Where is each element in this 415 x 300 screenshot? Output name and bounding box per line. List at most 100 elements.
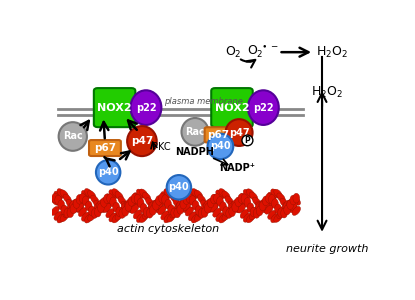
Ellipse shape xyxy=(249,211,258,220)
Ellipse shape xyxy=(152,200,159,210)
FancyBboxPatch shape xyxy=(205,127,231,142)
Ellipse shape xyxy=(182,201,190,210)
Ellipse shape xyxy=(70,204,77,214)
Ellipse shape xyxy=(247,214,255,223)
Ellipse shape xyxy=(194,212,203,221)
Ellipse shape xyxy=(90,207,99,216)
Ellipse shape xyxy=(293,193,300,203)
Ellipse shape xyxy=(283,200,291,209)
Ellipse shape xyxy=(63,208,71,217)
Ellipse shape xyxy=(97,204,105,213)
Ellipse shape xyxy=(58,200,65,210)
Text: p22: p22 xyxy=(253,103,273,112)
Ellipse shape xyxy=(81,190,90,200)
Ellipse shape xyxy=(149,206,156,215)
Ellipse shape xyxy=(200,200,209,209)
Ellipse shape xyxy=(149,200,157,209)
Ellipse shape xyxy=(54,191,62,200)
Ellipse shape xyxy=(198,208,206,217)
Ellipse shape xyxy=(134,194,141,204)
Ellipse shape xyxy=(82,196,89,206)
Ellipse shape xyxy=(176,200,184,209)
Ellipse shape xyxy=(54,212,62,220)
Ellipse shape xyxy=(280,198,288,207)
Ellipse shape xyxy=(76,202,84,212)
Ellipse shape xyxy=(217,196,223,206)
Ellipse shape xyxy=(127,202,136,211)
Ellipse shape xyxy=(100,198,107,207)
Ellipse shape xyxy=(278,208,284,218)
Text: p47: p47 xyxy=(131,136,153,146)
Ellipse shape xyxy=(177,205,184,214)
Ellipse shape xyxy=(195,206,202,215)
Ellipse shape xyxy=(274,189,282,198)
Ellipse shape xyxy=(128,196,135,206)
Ellipse shape xyxy=(72,203,81,212)
Ellipse shape xyxy=(79,194,86,203)
Ellipse shape xyxy=(213,194,221,203)
FancyBboxPatch shape xyxy=(89,140,121,156)
Ellipse shape xyxy=(161,192,169,201)
Ellipse shape xyxy=(124,199,132,208)
Ellipse shape xyxy=(194,190,203,199)
Ellipse shape xyxy=(103,199,111,208)
Ellipse shape xyxy=(73,199,80,208)
Ellipse shape xyxy=(57,214,66,223)
Ellipse shape xyxy=(204,199,212,208)
Ellipse shape xyxy=(201,208,208,217)
Ellipse shape xyxy=(115,191,123,200)
Ellipse shape xyxy=(122,206,129,216)
Ellipse shape xyxy=(188,212,197,221)
Ellipse shape xyxy=(185,207,194,216)
Ellipse shape xyxy=(249,192,258,201)
Ellipse shape xyxy=(290,195,297,205)
Ellipse shape xyxy=(76,200,84,209)
Ellipse shape xyxy=(139,189,148,198)
Ellipse shape xyxy=(78,208,87,217)
Ellipse shape xyxy=(292,196,300,205)
Ellipse shape xyxy=(198,208,205,218)
FancyBboxPatch shape xyxy=(211,88,253,127)
Ellipse shape xyxy=(256,206,263,216)
Ellipse shape xyxy=(207,199,215,208)
Ellipse shape xyxy=(67,208,74,218)
Ellipse shape xyxy=(247,189,255,198)
Ellipse shape xyxy=(100,203,108,212)
Ellipse shape xyxy=(210,203,218,212)
Ellipse shape xyxy=(256,202,264,211)
Ellipse shape xyxy=(167,213,175,222)
Ellipse shape xyxy=(243,189,251,198)
Ellipse shape xyxy=(188,191,197,200)
Ellipse shape xyxy=(271,189,279,198)
Ellipse shape xyxy=(131,194,138,203)
Text: neurite growth: neurite growth xyxy=(286,244,368,254)
Ellipse shape xyxy=(164,214,172,223)
Ellipse shape xyxy=(274,213,282,222)
Ellipse shape xyxy=(244,198,251,207)
Ellipse shape xyxy=(116,207,122,217)
Ellipse shape xyxy=(179,204,188,213)
Ellipse shape xyxy=(259,204,267,213)
Ellipse shape xyxy=(57,189,66,198)
Ellipse shape xyxy=(174,208,181,218)
Ellipse shape xyxy=(192,200,199,210)
Ellipse shape xyxy=(292,206,300,215)
Ellipse shape xyxy=(238,194,245,203)
Ellipse shape xyxy=(170,209,178,218)
Ellipse shape xyxy=(88,206,95,216)
Ellipse shape xyxy=(186,193,193,203)
Ellipse shape xyxy=(210,194,217,204)
Ellipse shape xyxy=(213,208,221,217)
Text: PKC: PKC xyxy=(152,142,171,152)
Ellipse shape xyxy=(226,208,232,218)
Text: $\rm H_2O_2$: $\rm H_2O_2$ xyxy=(311,85,343,100)
Ellipse shape xyxy=(139,214,148,223)
Ellipse shape xyxy=(204,203,211,213)
Ellipse shape xyxy=(252,206,261,214)
Text: $\rm O_2$: $\rm O_2$ xyxy=(225,45,242,60)
Ellipse shape xyxy=(280,204,288,213)
Ellipse shape xyxy=(220,202,227,212)
Ellipse shape xyxy=(216,190,224,199)
Ellipse shape xyxy=(232,202,239,212)
Ellipse shape xyxy=(127,200,136,209)
